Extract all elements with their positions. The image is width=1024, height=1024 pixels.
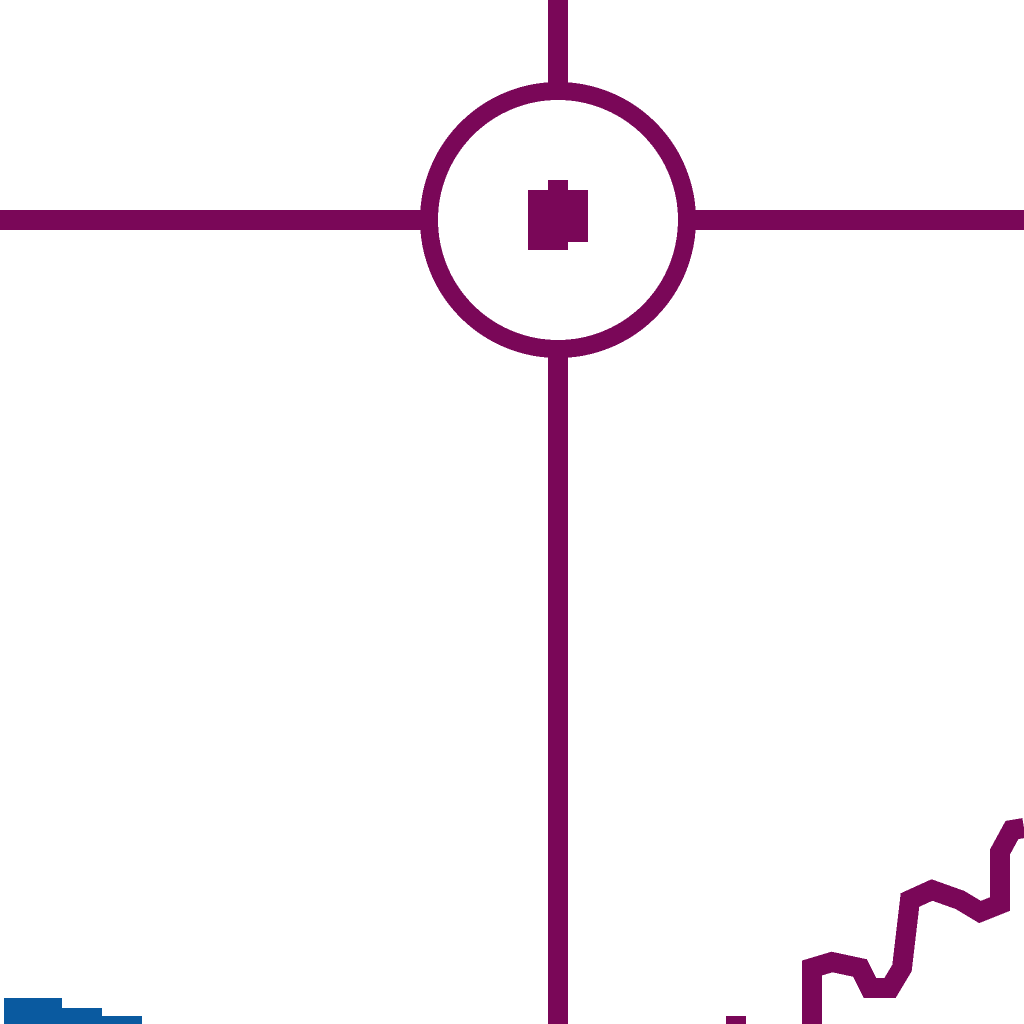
crosshair-left-arm xyxy=(0,210,422,230)
crosshair-right-arm xyxy=(694,210,1024,230)
secondary-trace-line xyxy=(4,998,142,1024)
crosshair-ring xyxy=(420,82,696,358)
waveform-trace xyxy=(726,818,1024,1024)
waveform-trace-line xyxy=(802,818,1024,1024)
target-dot-icon xyxy=(528,180,588,250)
waveform-tick-mark xyxy=(726,1016,746,1024)
crosshair-bottom-arm xyxy=(548,356,568,1024)
crosshair-top-arm xyxy=(548,0,568,84)
